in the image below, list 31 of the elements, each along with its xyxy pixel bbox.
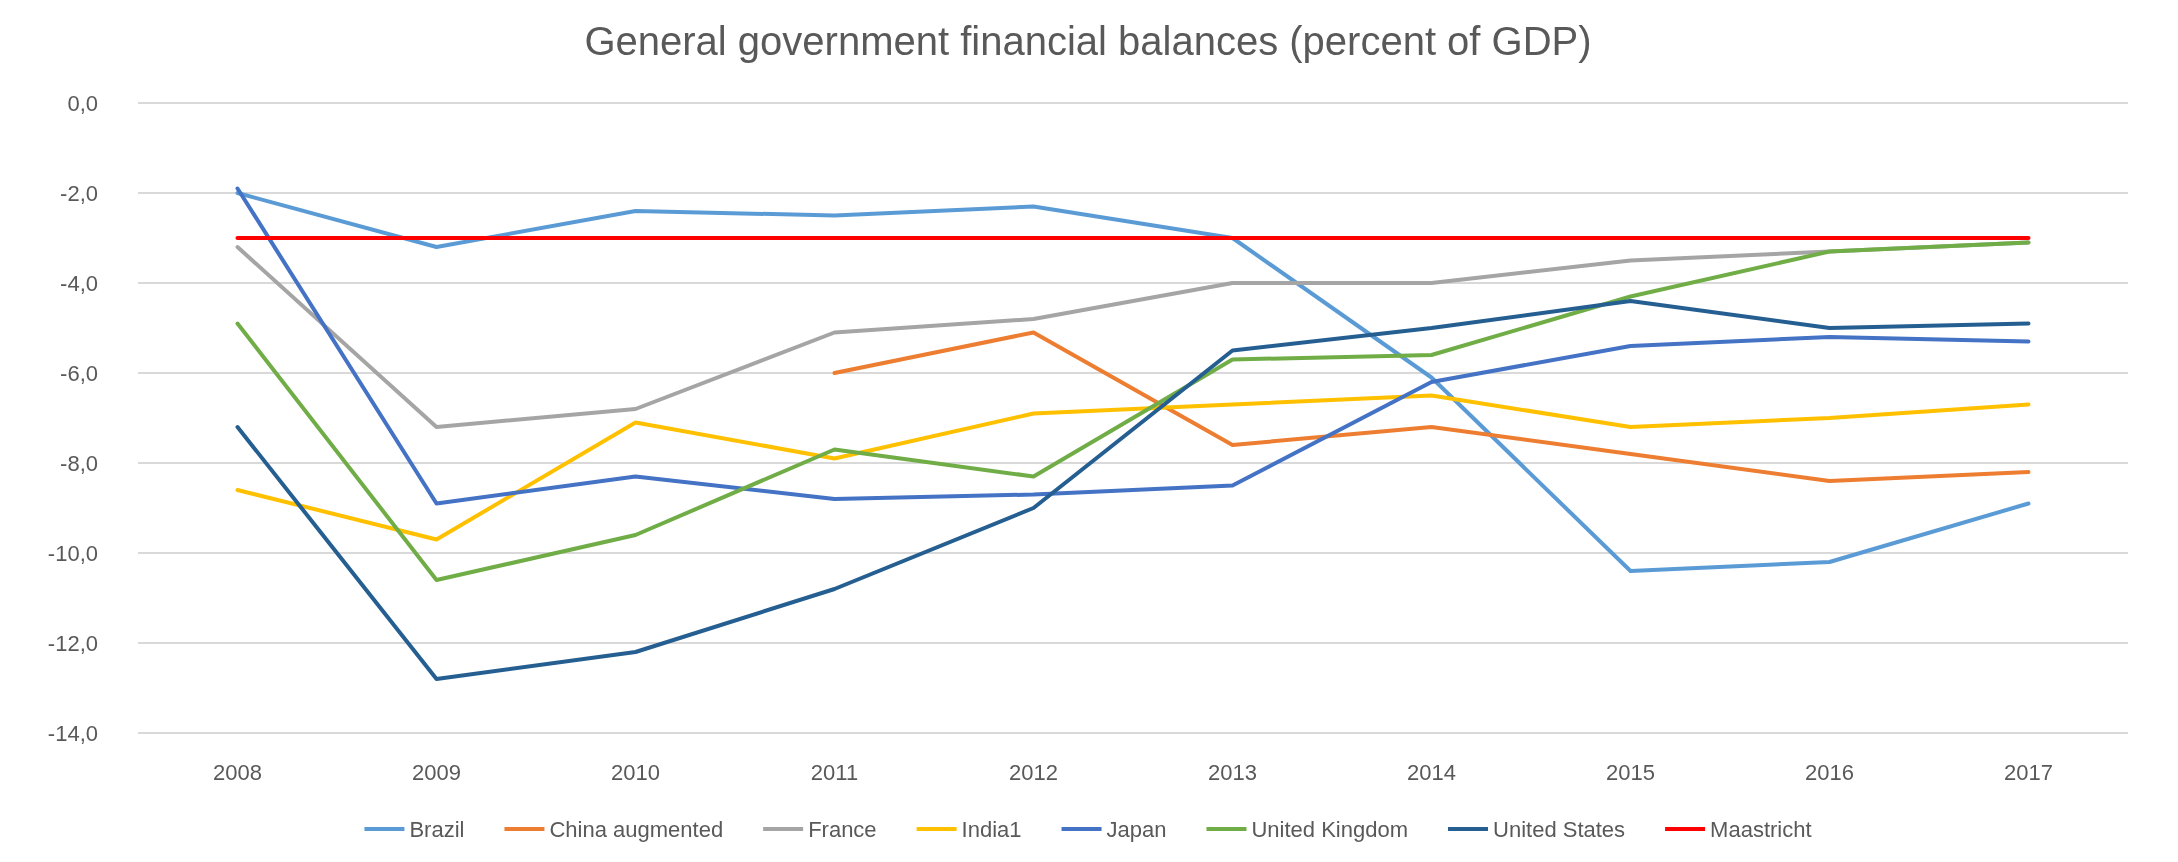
line-series	[235, 393, 2031, 542]
chart-title: General government financial balances (percent of GDP)	[584, 19, 1592, 63]
legend-label: United Kingdom	[1251, 816, 1409, 842]
line-series	[235, 186, 2031, 506]
line-series	[235, 299, 2031, 681]
legend-label: India1	[961, 816, 1022, 842]
x-tick-label: 2011	[810, 759, 859, 785]
x-tick-label: 2012	[1009, 759, 1058, 785]
legend-label: Maastricht	[1710, 816, 1812, 842]
y-tick-label: 0,0	[67, 90, 98, 116]
x-tick-label: 2009	[412, 759, 461, 785]
x-tick-label: 2015	[1606, 759, 1655, 785]
legend-label: Japan	[1106, 816, 1167, 842]
legend-label: Brazil	[409, 816, 465, 842]
y-tick-label: -6,0	[60, 360, 98, 386]
x-tick-label: 2008	[213, 759, 262, 785]
x-tick-label: 2016	[1805, 759, 1854, 785]
y-tick-label: -12,0	[47, 630, 98, 656]
x-tick-label: 2013	[1208, 759, 1257, 785]
y-tick-label: -4,0	[60, 270, 98, 296]
legend-label: France	[808, 816, 877, 842]
y-tick-label: -2,0	[60, 180, 98, 206]
y-tick-label: -8,0	[60, 450, 98, 476]
legend-label: United States	[1493, 816, 1626, 842]
x-tick-label: 2017	[2004, 759, 2053, 785]
y-tick-label: -14,0	[47, 720, 98, 746]
line-series	[832, 330, 2031, 483]
legend-label: China augmented	[549, 816, 724, 842]
x-tick-label: 2014	[1407, 759, 1456, 785]
x-tick-label: 2010	[611, 759, 660, 785]
y-tick-label: -10,0	[47, 540, 98, 566]
